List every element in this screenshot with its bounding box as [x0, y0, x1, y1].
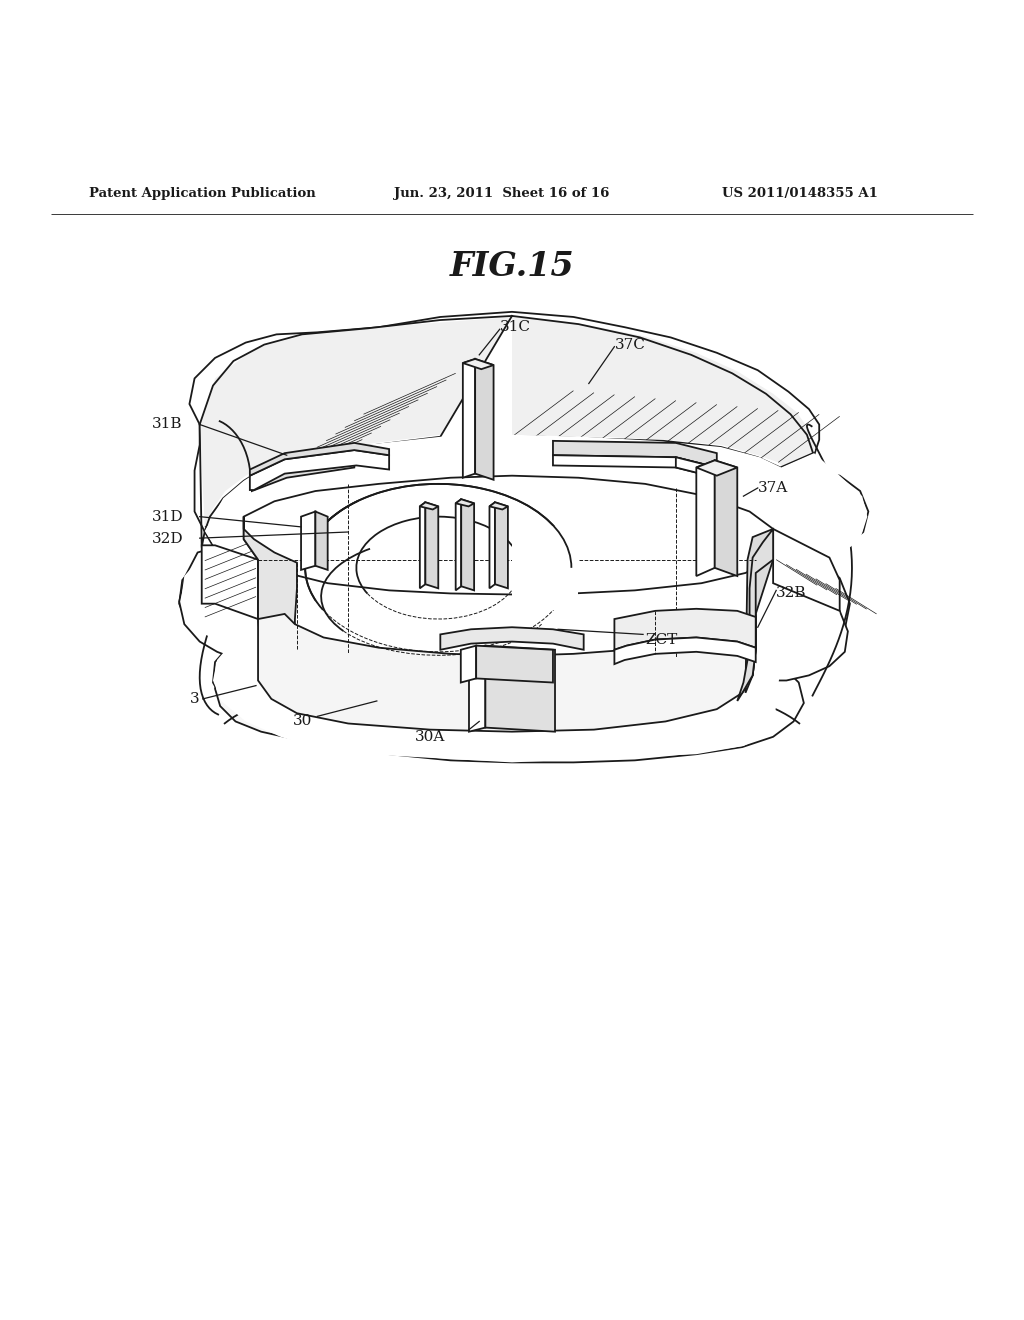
Polygon shape — [553, 455, 717, 478]
Polygon shape — [512, 317, 815, 474]
Polygon shape — [489, 503, 508, 510]
Text: 32D: 32D — [152, 532, 183, 546]
Polygon shape — [252, 453, 354, 491]
Text: 30: 30 — [293, 714, 311, 729]
Polygon shape — [461, 645, 476, 682]
Polygon shape — [715, 461, 737, 576]
Text: 3: 3 — [190, 692, 200, 706]
Polygon shape — [476, 645, 553, 682]
Polygon shape — [244, 516, 297, 688]
Text: 31D: 31D — [152, 510, 183, 524]
Text: Patent Application Publication: Patent Application Publication — [89, 187, 315, 199]
Polygon shape — [250, 444, 389, 475]
Polygon shape — [250, 450, 389, 490]
Polygon shape — [179, 312, 868, 763]
Polygon shape — [181, 434, 867, 763]
Text: 30A: 30A — [415, 730, 445, 743]
Text: 32B: 32B — [776, 586, 807, 601]
Text: 37A: 37A — [758, 480, 788, 495]
Polygon shape — [737, 529, 773, 701]
Text: FIG.15: FIG.15 — [450, 251, 574, 284]
Polygon shape — [485, 645, 555, 731]
Polygon shape — [215, 657, 772, 758]
Text: 31C: 31C — [500, 321, 530, 334]
Text: 37C: 37C — [614, 338, 645, 351]
Polygon shape — [202, 545, 258, 619]
Polygon shape — [461, 499, 474, 590]
Text: Jun. 23, 2011  Sheet 16 of 16: Jun. 23, 2011 Sheet 16 of 16 — [394, 187, 609, 199]
Polygon shape — [301, 512, 315, 570]
Polygon shape — [315, 512, 328, 570]
Polygon shape — [420, 503, 425, 589]
Polygon shape — [512, 525, 578, 610]
Polygon shape — [475, 359, 494, 479]
Polygon shape — [676, 457, 717, 478]
Polygon shape — [463, 359, 494, 370]
Polygon shape — [420, 503, 438, 510]
Polygon shape — [696, 461, 737, 475]
Polygon shape — [200, 317, 512, 527]
Polygon shape — [463, 359, 475, 478]
Polygon shape — [495, 503, 508, 589]
Polygon shape — [425, 503, 438, 589]
Polygon shape — [489, 503, 495, 589]
Polygon shape — [244, 475, 773, 594]
Polygon shape — [745, 529, 773, 693]
Polygon shape — [469, 645, 485, 731]
Text: US 2011/0148355 A1: US 2011/0148355 A1 — [722, 187, 878, 199]
Polygon shape — [258, 614, 756, 731]
Polygon shape — [696, 461, 715, 576]
Polygon shape — [456, 499, 474, 507]
Polygon shape — [614, 609, 756, 649]
Text: ZCT: ZCT — [645, 632, 677, 647]
Text: 31B: 31B — [152, 417, 182, 432]
Polygon shape — [179, 548, 261, 660]
Polygon shape — [614, 638, 756, 664]
Polygon shape — [456, 499, 461, 590]
Polygon shape — [756, 583, 848, 681]
Polygon shape — [773, 529, 840, 611]
Polygon shape — [440, 627, 584, 649]
Polygon shape — [553, 441, 717, 467]
